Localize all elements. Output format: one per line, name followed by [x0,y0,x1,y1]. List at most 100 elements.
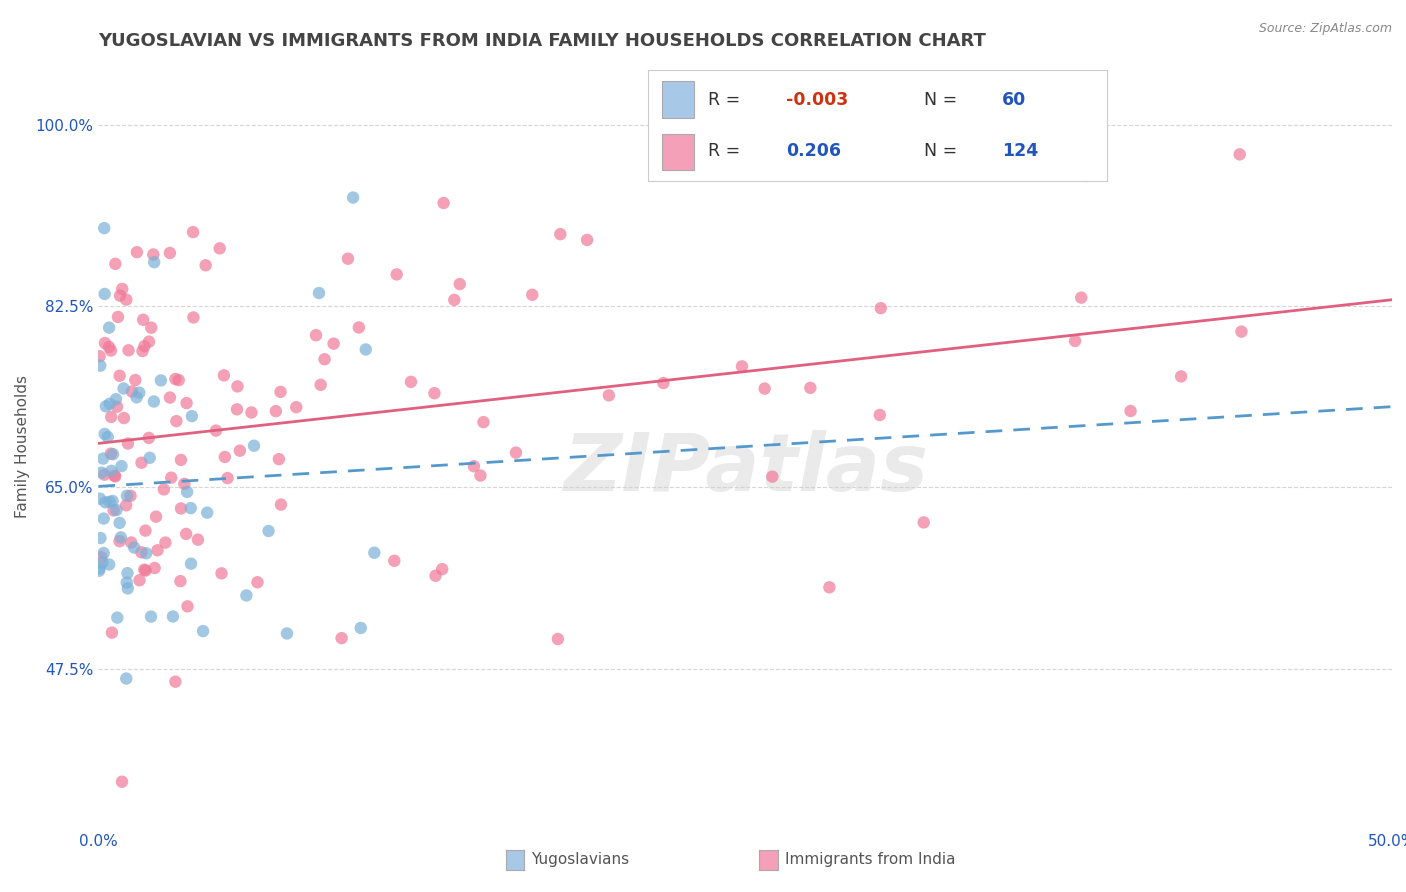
Point [111,774,134,789]
Point [143,561,166,575]
Point [350,621,373,635]
Point [135,564,157,578]
Point [93,467,115,482]
Text: Immigrants from India: Immigrants from India [785,853,955,867]
Point [141,320,163,334]
Point [505,445,527,459]
Point [117,436,139,450]
Point [470,468,492,483]
Point [149,374,172,388]
Point [125,390,148,404]
Point [336,252,359,266]
Point [176,484,198,499]
Point [208,241,231,255]
Point [165,674,187,689]
Text: ZIPatlas: ZIPatlas [562,430,928,508]
Point [1076,169,1098,183]
Point [347,320,370,334]
Point [94,400,117,414]
Point [229,443,252,458]
Point [115,498,138,512]
Point [598,388,620,402]
Point [115,672,138,686]
Point [246,575,269,590]
Point [1230,325,1253,339]
Point [180,501,202,516]
Point [449,277,471,291]
Point [314,352,336,367]
Point [162,609,184,624]
Point [212,368,235,383]
Point [243,439,266,453]
Point [97,430,120,444]
Point [115,293,138,307]
Point [112,411,135,425]
Point [191,624,214,639]
Point [124,373,146,387]
Point [131,456,153,470]
Point [89,561,111,575]
Point [443,293,465,307]
Point [153,483,176,497]
Point [104,469,127,483]
Point [105,610,128,624]
Point [128,574,150,588]
Y-axis label: Family Households: Family Households [15,375,30,517]
Point [100,409,122,424]
Point [110,459,132,474]
Point [731,134,754,148]
Point [94,495,117,509]
Point [100,447,122,461]
Point [433,196,456,211]
Point [131,545,153,559]
Point [187,533,209,547]
Point [134,524,156,538]
Point [101,494,124,508]
Point [91,451,114,466]
Point [98,340,121,354]
Point [211,566,233,581]
Point [98,495,121,509]
Text: Source: ZipAtlas.com: Source: ZipAtlas.com [1258,22,1392,36]
Text: Yugoslavians: Yugoslavians [531,853,630,867]
Point [1229,147,1251,161]
Point [912,516,935,530]
Point [112,382,135,396]
Point [240,405,263,419]
Point [330,631,353,645]
Point [93,426,115,441]
Point [159,391,181,405]
Point [134,563,156,577]
Point [98,320,121,334]
Point [399,375,422,389]
Point [342,190,364,204]
Point [226,402,249,417]
Point [160,471,183,485]
Point [276,626,298,640]
Point [652,376,675,390]
Point [103,503,125,517]
Point [91,556,114,570]
Point [121,384,143,399]
Point [174,527,197,541]
Point [264,404,287,418]
Point [354,343,377,357]
Point [423,386,446,401]
Point [308,285,330,300]
Point [105,400,128,414]
Point [1170,369,1192,384]
Point [107,310,129,324]
Point [90,550,112,565]
Point [1064,334,1087,348]
Point [108,534,131,549]
Point [143,255,166,269]
Point [108,516,131,530]
Point [205,424,228,438]
Point [145,509,167,524]
Point [89,359,111,373]
Point [131,344,153,359]
Point [87,564,110,578]
Point [93,287,115,301]
Point [195,506,218,520]
Point [101,625,124,640]
